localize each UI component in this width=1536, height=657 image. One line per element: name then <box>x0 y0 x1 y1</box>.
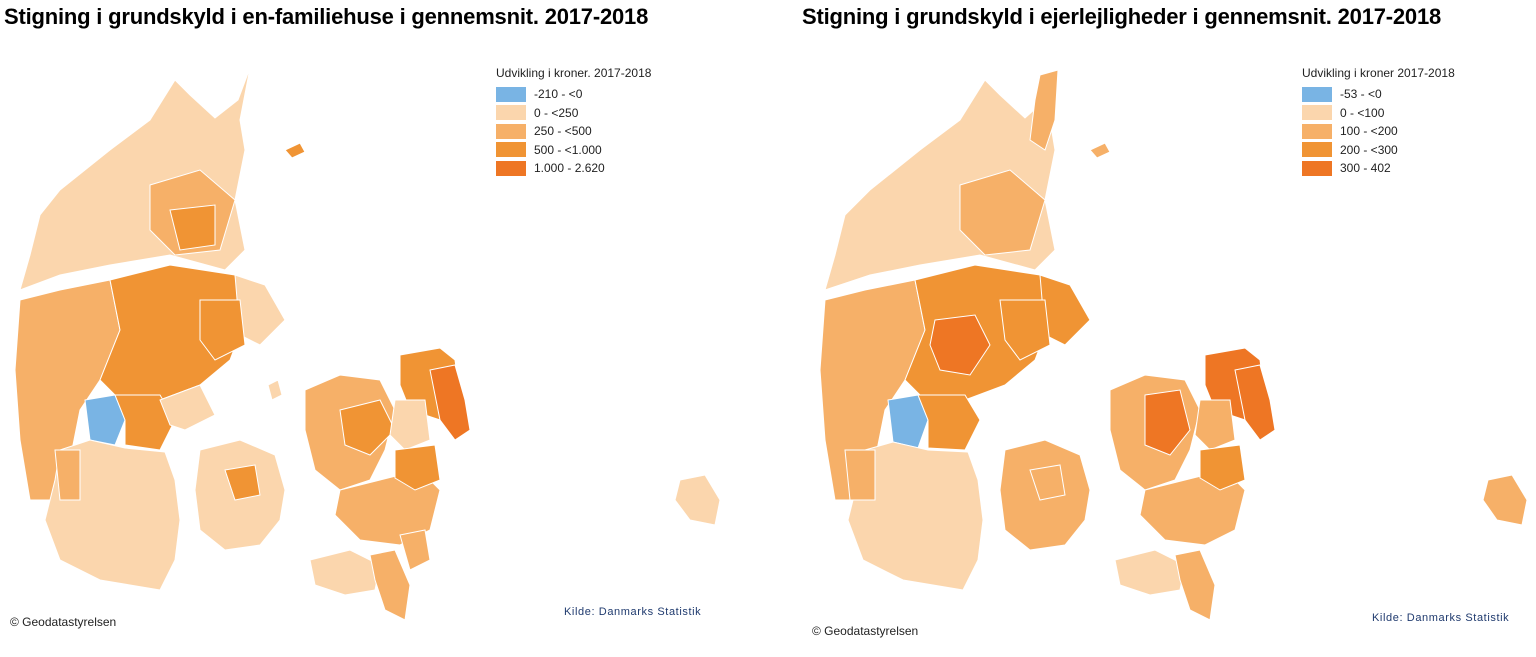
source-note: Kilde: Danmarks Statistik <box>1372 612 1510 624</box>
legend-swatch <box>496 123 526 139</box>
region-aalborg <box>169 204 216 251</box>
region-himmerland <box>959 169 1046 256</box>
legend-label: 1.000 - 2.620 <box>534 161 605 176</box>
map-panel-single-family: Stigning i grundskyld i en-familiehuse i… <box>4 4 721 629</box>
legend-title: Udvikling i kroner 2017-2018 <box>1302 66 1455 80</box>
region-viborg <box>929 314 991 376</box>
region-billund <box>84 394 126 446</box>
region-falster <box>1174 549 1216 621</box>
region-copenhagen <box>429 364 471 441</box>
legend-item: 1.000 - 2.620 <box>496 159 651 178</box>
region-anholt <box>1089 142 1111 159</box>
region-south-jutland <box>847 441 984 591</box>
legend-swatch <box>1302 105 1332 121</box>
region-falster <box>369 549 411 621</box>
legend-label: 300 - 402 <box>1340 161 1391 176</box>
legend-swatch <box>496 142 526 158</box>
legend-item: -210 - <0 <box>496 85 651 104</box>
legend-item: 0 - <100 <box>1302 104 1455 123</box>
region-vejle <box>114 394 176 451</box>
region-moen <box>399 529 431 571</box>
legend-item: 300 - 402 <box>1302 159 1455 178</box>
legend-swatch <box>496 86 526 102</box>
legend-label: 100 - <200 <box>1340 124 1398 139</box>
legend-item: 200 - <300 <box>1302 141 1455 160</box>
map-title: Stigning i grundskyld i ejerlejligheder … <box>802 4 1442 29</box>
legend-swatch <box>496 160 526 176</box>
legend-swatch <box>1302 123 1332 139</box>
region-odense <box>224 464 261 501</box>
region-odense <box>1029 464 1066 501</box>
legend-label: -53 - <0 <box>1340 87 1382 102</box>
copyright-note: © Geodatastyrelsen <box>10 615 117 629</box>
legend-item: 250 - <500 <box>496 122 651 141</box>
region-zealand-mid <box>339 399 396 456</box>
region-copenhagen <box>1234 364 1276 441</box>
region-north-jutland <box>824 69 1059 291</box>
legend-label: 0 - <100 <box>1340 105 1385 120</box>
region-esbjerg <box>54 449 81 501</box>
legend-label: 200 - <300 <box>1340 142 1398 157</box>
legend-item: 0 - <250 <box>496 104 651 123</box>
denmark-map <box>14 67 721 621</box>
legend-title: Udvikling i kroner. 2017-2018 <box>496 66 652 80</box>
region-bornholm <box>1482 474 1528 526</box>
region-lolland <box>1114 549 1186 596</box>
region-koege <box>394 444 441 491</box>
legend-label: -210 - <0 <box>534 87 583 102</box>
region-north-jutland <box>19 67 251 291</box>
region-samsoe <box>267 379 283 401</box>
legend-swatch <box>1302 142 1332 158</box>
region-anholt <box>284 142 306 159</box>
region-kolding <box>159 384 216 431</box>
legend-item: 100 - <200 <box>1302 122 1455 141</box>
region-west-jutland <box>14 279 121 501</box>
denmark-map <box>819 69 1528 621</box>
legend-swatch <box>496 105 526 121</box>
map-panel-apartments: Stigning i grundskyld i ejerlejligheder … <box>800 0 1536 657</box>
map-legend: Udvikling i kroner. 2017-2018 -210 - <0 … <box>496 66 651 178</box>
map-legend: Udvikling i kroner 2017-2018 -53 - <0 0 … <box>1302 66 1455 178</box>
map-title: Stigning i grundskyld i en-familiehuse i… <box>4 4 649 29</box>
legend-swatch <box>1302 160 1332 176</box>
region-aarhus <box>199 299 246 361</box>
legend-label: 0 - <250 <box>534 105 579 120</box>
legend-label: 500 - <1.000 <box>534 142 602 157</box>
region-frederikshavn <box>1029 69 1059 151</box>
region-bornholm <box>674 474 721 526</box>
region-holbaek <box>1144 389 1191 456</box>
region-roskilde <box>389 399 431 451</box>
region-roskilde <box>1194 399 1236 451</box>
source-note: Kilde: Danmarks Statistik <box>564 606 702 618</box>
legend-swatch <box>1302 86 1332 102</box>
legend-label: 250 - <500 <box>534 124 592 139</box>
region-esbjerg <box>844 449 876 501</box>
region-koege <box>1199 444 1246 491</box>
region-vejle <box>917 394 981 451</box>
legend-item: 500 - <1.000 <box>496 141 651 160</box>
region-aarhus <box>999 299 1051 361</box>
copyright-note: © Geodatastyrelsen <box>812 624 919 638</box>
region-west-jutland <box>819 279 926 501</box>
region-billund <box>887 394 929 449</box>
region-lolland <box>309 549 381 596</box>
legend-item: -53 - <0 <box>1302 85 1455 104</box>
